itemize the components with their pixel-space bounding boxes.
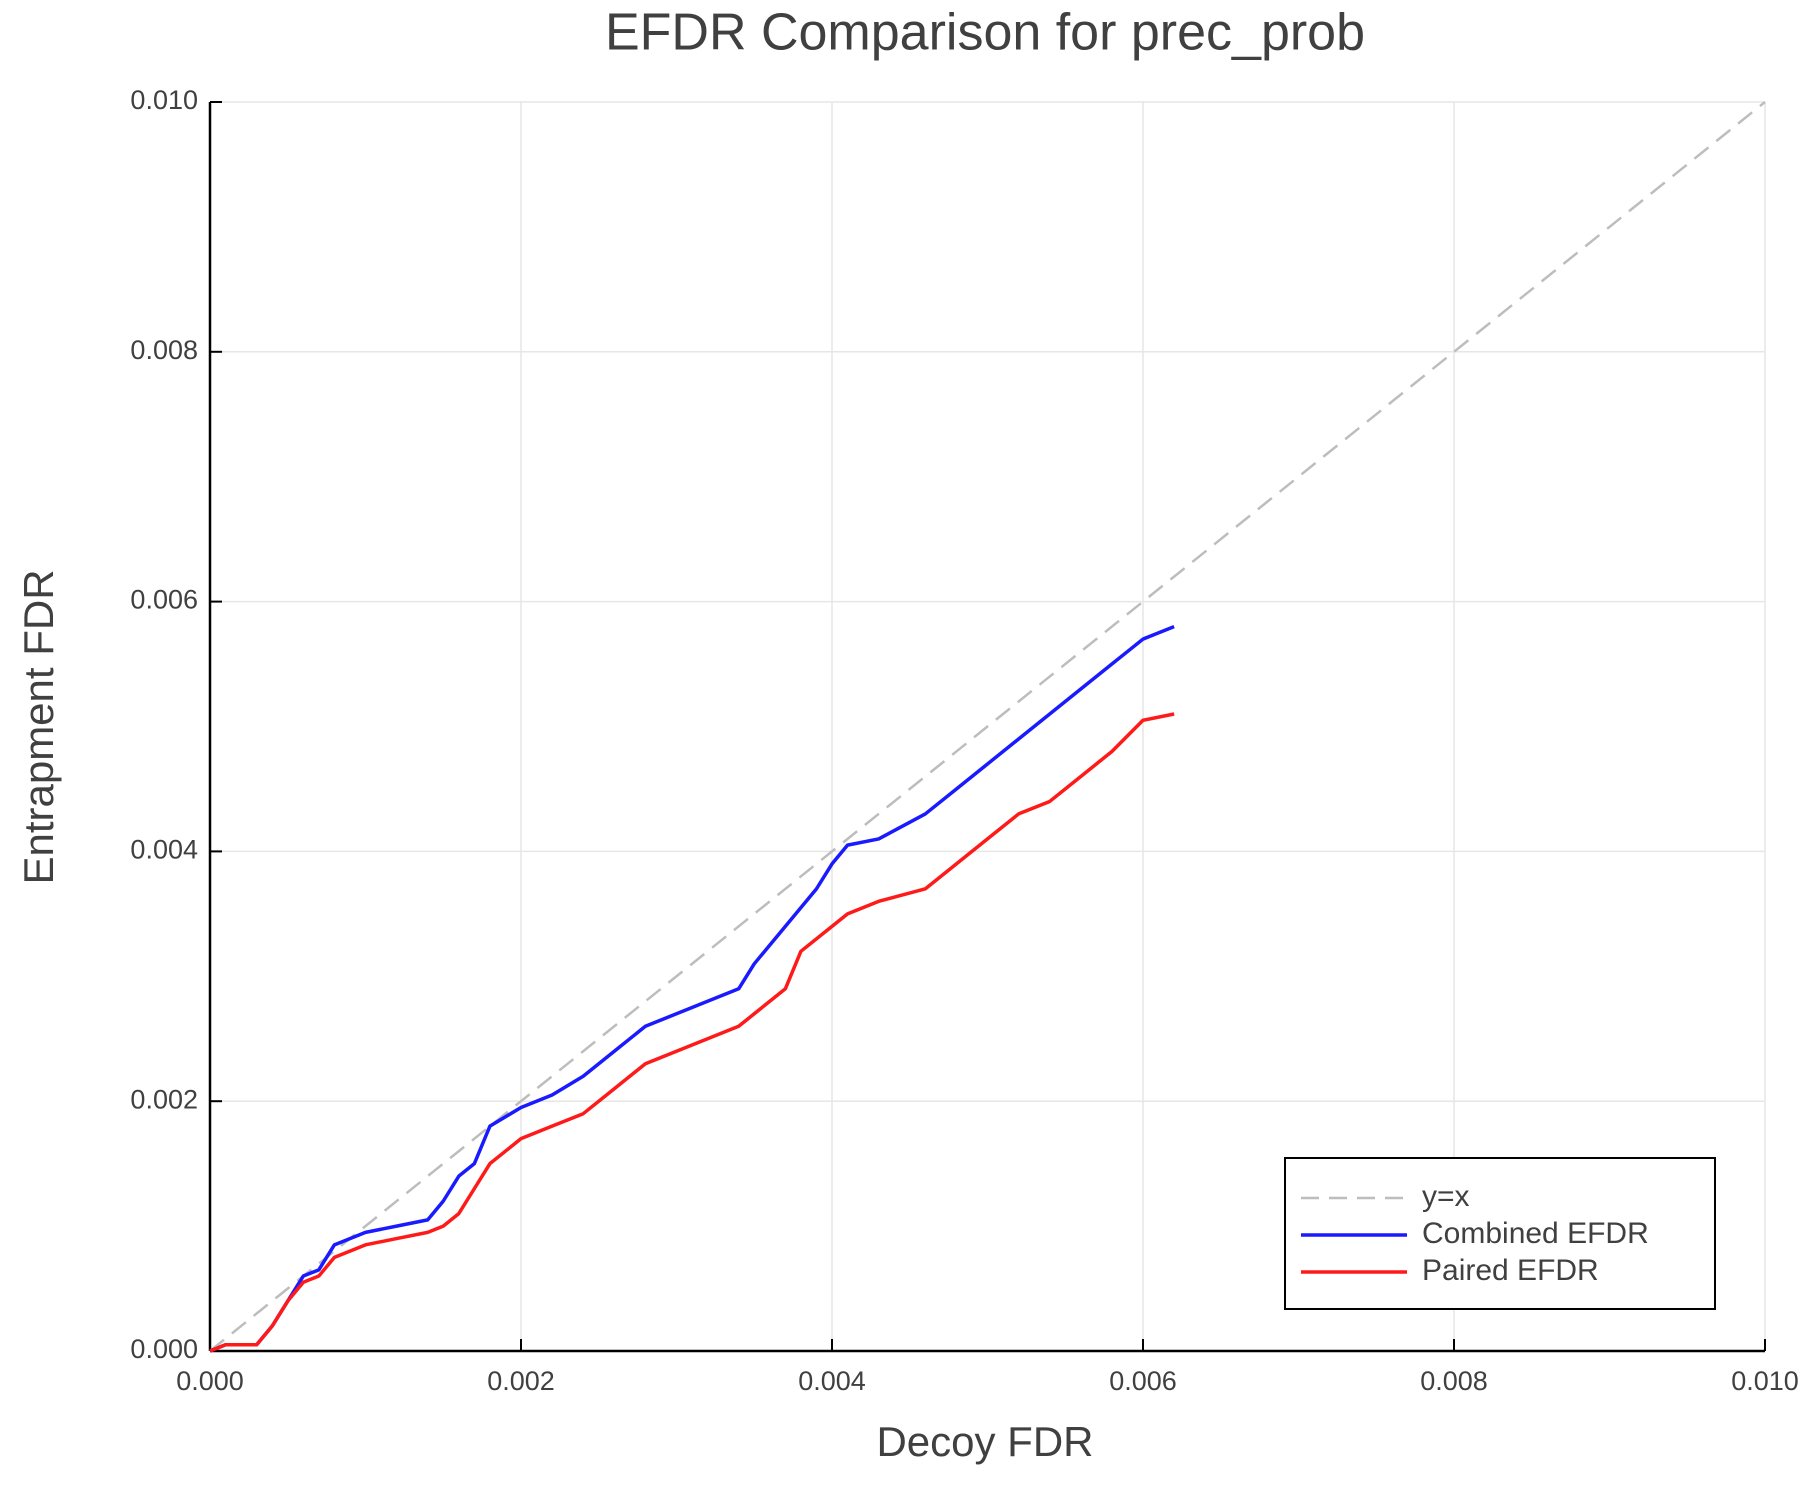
y-tick-label: 0.000 <box>130 1334 198 1364</box>
line-series <box>209 101 1766 1352</box>
y-tick-label: 0.006 <box>130 585 198 615</box>
y-tick-label: 0.008 <box>130 335 198 365</box>
x-tick-label: 0.002 <box>487 1366 555 1396</box>
line-series <box>209 712 1175 1353</box>
x-tick-label: 0.008 <box>1420 1366 1488 1396</box>
legend-label: Combined EFDR <box>1422 1217 1649 1250</box>
legend-label: Paired EFDR <box>1422 1254 1599 1287</box>
x-axis-label: Decoy FDR <box>876 1418 1093 1465</box>
chart-title: EFDR Comparison for prec_prob <box>605 4 1365 62</box>
y-tick-label: 0.004 <box>130 835 198 865</box>
x-tick-label: 0.004 <box>798 1366 866 1396</box>
x-tick-label: 0.006 <box>1109 1366 1177 1396</box>
x-tick-label: 0.000 <box>176 1366 244 1396</box>
y-axis-label: Entrapment FDR <box>15 569 62 884</box>
y-tick-label: 0.002 <box>130 1084 198 1114</box>
line-series <box>209 624 1175 1353</box>
x-tick-label: 0.010 <box>1731 1366 1799 1396</box>
legend-label: y=x <box>1422 1180 1470 1213</box>
legend: y=x Combined EFDR Paired EFDR <box>1284 1157 1716 1310</box>
y-tick-label: 0.010 <box>130 85 198 115</box>
